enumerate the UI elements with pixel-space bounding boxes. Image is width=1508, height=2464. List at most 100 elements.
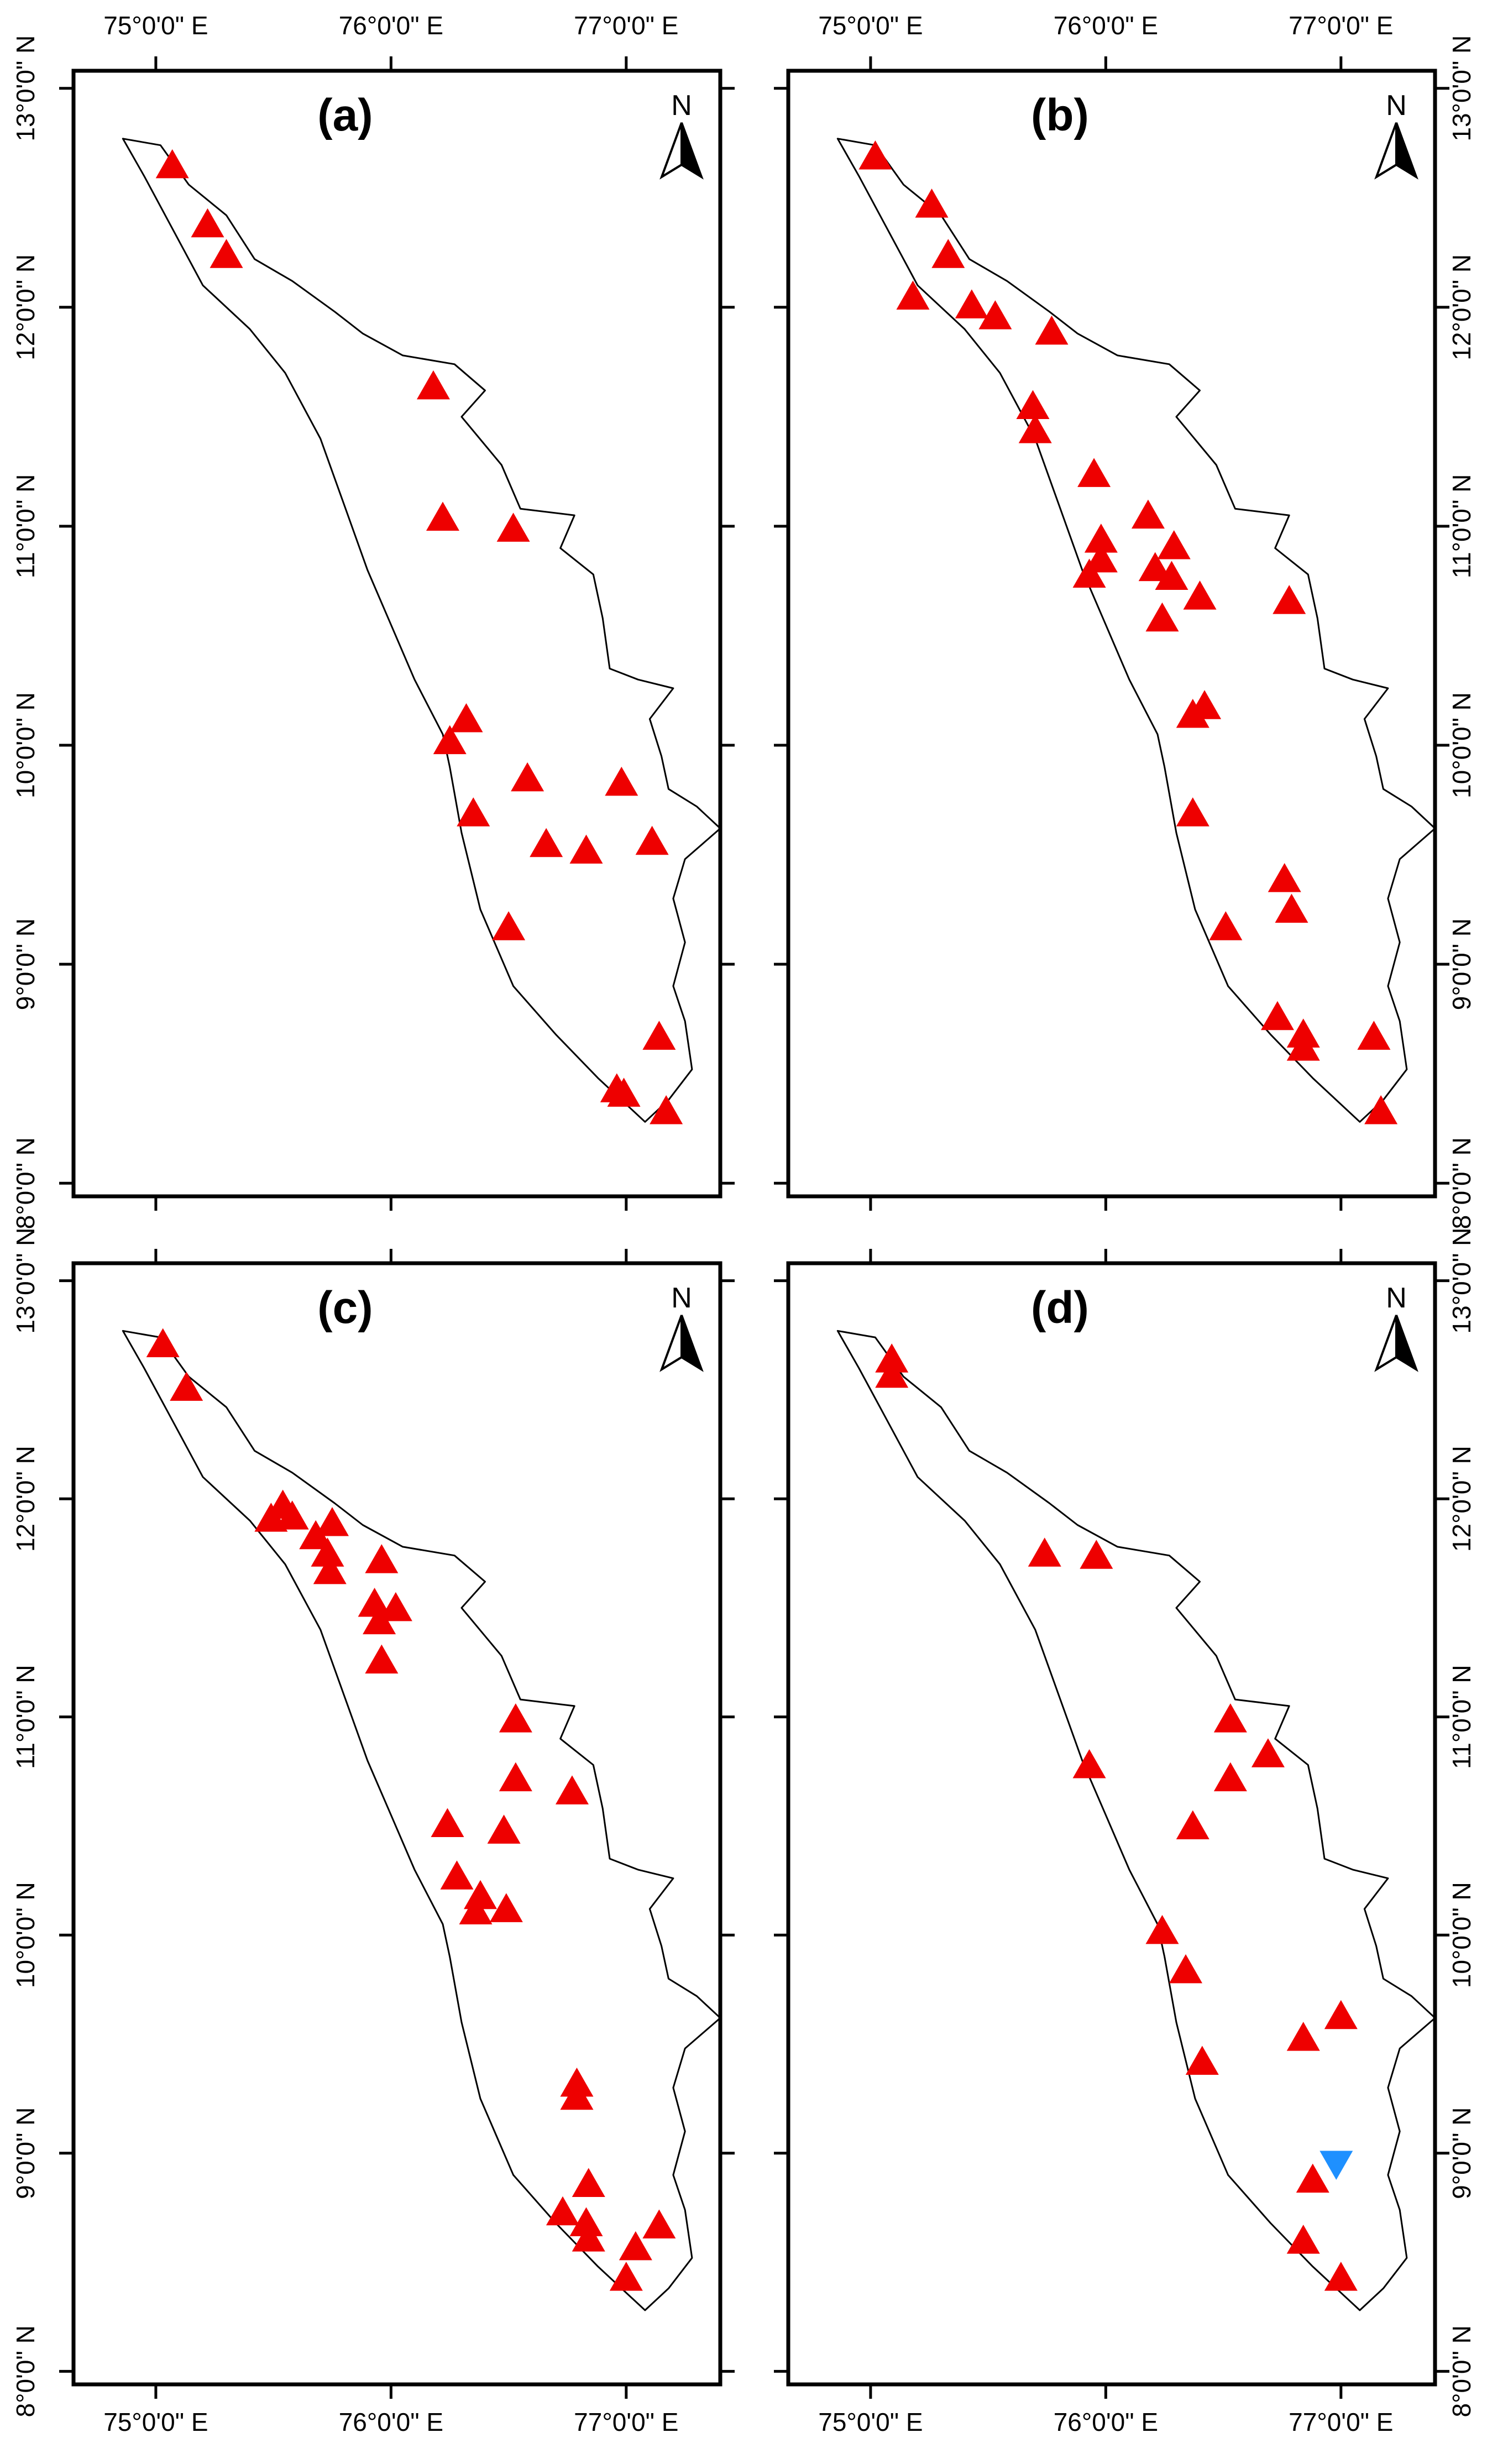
station-increasing-marker	[642, 1021, 676, 1050]
station-increasing-marker	[1169, 1954, 1203, 1984]
station-increasing-marker	[1209, 911, 1243, 940]
map-panel: 75°0'0" E 76°0'0" E 77°0'0" E 8°0'0" N 9°0'0…	[774, 11, 1476, 1229]
station-increasing-marker	[635, 825, 669, 855]
x-tick-label: 75°0'0" E	[818, 11, 923, 40]
north-arrow-icon: N	[659, 1282, 704, 1372]
station-increasing-marker	[489, 1893, 523, 1922]
station-increasing-marker	[1213, 1762, 1247, 1792]
station-increasing-marker	[1176, 699, 1209, 728]
y-tick-label: 10°0'0" N	[1447, 692, 1476, 798]
station-increasing-marker	[1364, 1095, 1398, 1124]
station-increasing-marker	[1080, 1540, 1113, 1569]
panel-frame	[786, 69, 1437, 1199]
station-increasing-marker	[1296, 2163, 1329, 2193]
station-increasing-marker	[210, 239, 243, 268]
x-tick-label: 77°0'0" E	[574, 2408, 678, 2436]
y-tick-label: 10°0'0" N	[11, 692, 40, 798]
north-arrow-right-half	[680, 122, 704, 180]
station-increasing-marker	[915, 189, 949, 218]
north-arrow-left-half	[1374, 1315, 1397, 1372]
station-increasing-marker	[1176, 1810, 1209, 1839]
station-increasing-marker	[1286, 1032, 1320, 1061]
station-increasing-marker	[1072, 1749, 1106, 1778]
station-increasing-marker	[555, 1775, 589, 1804]
y-tick-label: 12°0'0" N	[11, 1446, 40, 1552]
station-increasing-marker	[316, 1507, 349, 1536]
station-increasing-marker	[1072, 558, 1106, 588]
y-tick-label: 13°0'0" N	[11, 1228, 40, 1334]
station-increasing-marker	[1185, 2046, 1219, 2075]
x-tick-label: 76°0'0" E	[339, 2408, 443, 2436]
station-increasing-marker	[311, 1537, 344, 1567]
station-increasing-marker	[605, 766, 638, 796]
station-increasing-marker	[1268, 863, 1301, 892]
station-increasing-marker	[1035, 315, 1069, 345]
station-increasing-marker	[146, 1328, 180, 1357]
panel-label: (c)	[317, 1283, 373, 1333]
station-increasing-marker	[1275, 893, 1308, 923]
station-increasing-marker	[459, 1895, 493, 1924]
panel-label: (a)	[317, 90, 373, 140]
y-tick-label: 9°0'0" N	[11, 918, 40, 1010]
station-increasing-marker	[499, 1703, 532, 1733]
station-increasing-marker	[1077, 458, 1111, 487]
station-increasing-marker	[1157, 530, 1191, 559]
station-increasing-marker	[363, 1605, 396, 1635]
state-boundary-outline	[836, 138, 1436, 1123]
station-increasing-marker	[572, 2222, 605, 2252]
station-increasing-marker	[379, 1592, 412, 1621]
north-letter: N	[1386, 90, 1407, 122]
y-tick-label: 11°0'0" N	[11, 474, 40, 578]
y-tick-label: 12°0'0" N	[1447, 254, 1476, 360]
x-tick-label: 75°0'0" E	[103, 2408, 208, 2436]
station-increasing-marker	[607, 1077, 641, 1107]
map-panel: 75°0'0" E 76°0'0" E 77°0'0" E 8°0'0" N 9°0'0…	[774, 1228, 1476, 2436]
station-increasing-marker	[1260, 1001, 1294, 1030]
station-increasing-marker	[1016, 390, 1050, 420]
y-tick-label: 13°0'0" N	[1447, 35, 1476, 142]
north-letter: N	[1386, 1282, 1407, 1314]
station-increasing-marker	[1145, 602, 1179, 632]
y-tick-label: 13°0'0" N	[1447, 1228, 1476, 1334]
y-tick-label: 12°0'0" N	[11, 254, 40, 360]
station-increasing-marker	[170, 1372, 203, 1401]
y-tick-label: 9°0'0" N	[1447, 918, 1476, 1010]
x-tick-label: 77°0'0" E	[574, 11, 678, 40]
station-increasing-marker	[875, 1343, 909, 1373]
north-letter: N	[671, 1282, 692, 1314]
station-increasing-marker	[1155, 561, 1188, 590]
x-tick-label: 75°0'0" E	[103, 11, 208, 40]
station-increasing-marker	[449, 703, 483, 733]
station-increasing-marker	[1324, 2262, 1358, 2291]
station-increasing-marker	[1131, 499, 1165, 529]
map-panel: 75°0'0" E 76°0'0" E 77°0'0" E 8°0'0" N 9°0'0…	[11, 11, 735, 1229]
station-increasing-marker	[426, 501, 459, 531]
panel-frame	[71, 69, 722, 1199]
station-increasing-marker	[572, 2168, 605, 2198]
station-increasing-marker	[1286, 2225, 1320, 2254]
x-tick-label: 76°0'0" E	[1054, 11, 1158, 40]
north-arrow-icon: N	[1374, 1282, 1418, 1372]
y-tick-label: 8°0'0" N	[1447, 1137, 1476, 1229]
station-increasing-marker	[365, 1644, 399, 1674]
y-tick-label: 9°0'0" N	[1447, 2107, 1476, 2199]
panel-frame	[786, 1261, 1437, 2387]
x-tick-label: 76°0'0" E	[339, 11, 443, 40]
x-tick-label: 75°0'0" E	[818, 2408, 923, 2436]
station-increasing-marker	[511, 762, 544, 792]
station-increasing-marker	[1251, 1738, 1285, 1767]
station-increasing-marker	[416, 370, 450, 400]
station-increasing-marker	[858, 140, 892, 170]
station-decreasing-marker	[1320, 2151, 1353, 2180]
station-increasing-marker	[313, 1555, 347, 1584]
station-increasing-marker	[155, 149, 189, 179]
north-arrow-left-half	[659, 1315, 683, 1372]
north-arrow-right-half	[1395, 122, 1418, 180]
north-letter: N	[671, 90, 692, 122]
station-increasing-marker	[978, 300, 1012, 329]
station-increasing-marker	[1145, 1914, 1179, 1944]
y-tick-label: 11°0'0" N	[1447, 1665, 1476, 1769]
station-increasing-marker	[931, 239, 965, 268]
north-arrow-left-half	[659, 122, 683, 180]
